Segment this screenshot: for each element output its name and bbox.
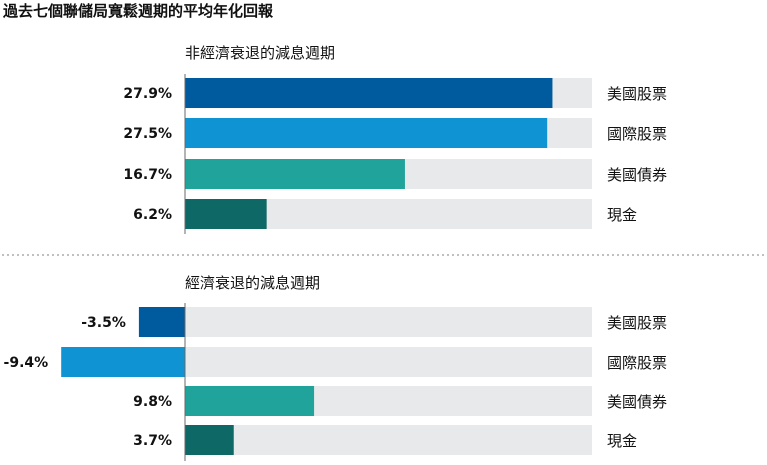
- panel-2-category-label-us-equity: 美國股票: [607, 314, 667, 332]
- panel-1-category-label-cash: 現金: [607, 206, 637, 224]
- panel-1-bar-us-bonds: [185, 159, 405, 189]
- panel-2-category-label-intl-equity: 國際股票: [607, 354, 667, 372]
- panel-2-track-intl-equity: [185, 347, 592, 377]
- panel-1-bar-cash: [185, 199, 267, 229]
- panel-1-category-label-intl-equity: 國際股票: [607, 125, 667, 143]
- panel-2-bar-us-bonds: [185, 386, 315, 416]
- panel-1-value-label-us-bonds: 16.7%: [123, 167, 172, 183]
- panel-2-track-us-equity: [185, 307, 592, 337]
- panel-1-bar-us-equity: [185, 78, 553, 108]
- panel-2-value-label-intl-equity: -9.4%: [4, 355, 49, 371]
- panel-2-category-label-cash: 現金: [607, 432, 637, 450]
- panel-1-bar-intl-equity: [185, 118, 548, 148]
- panel-2-track-cash: [185, 425, 592, 455]
- panel-1-category-label-us-equity: 美國股票: [607, 85, 667, 103]
- panel-2-title: 經濟衰退的減息週期: [185, 274, 320, 292]
- panel-2-value-label-cash: 3.7%: [133, 433, 172, 449]
- panel-1-category-label-us-bonds: 美國債券: [607, 166, 667, 184]
- panel-2-value-label-us-bonds: 9.8%: [133, 394, 172, 410]
- panel-2-bar-cash: [185, 425, 234, 455]
- panel-2-category-label-us-bonds: 美國債券: [607, 393, 667, 411]
- chart-title: 過去七個聯儲局寬鬆週期的平均年化回報: [3, 2, 274, 20]
- panel-2-value-label-us-equity: -3.5%: [81, 315, 126, 331]
- panel-2-bar-intl-equity: [61, 347, 186, 377]
- panel-2-bar-us-equity: [138, 307, 185, 337]
- panel-1-value-label-us-equity: 27.9%: [123, 86, 172, 102]
- panel-1-value-label-cash: 6.2%: [133, 207, 172, 223]
- panel-1-value-label-intl-equity: 27.5%: [123, 126, 172, 142]
- panel-1-title: 非經濟衰退的減息週期: [185, 44, 335, 62]
